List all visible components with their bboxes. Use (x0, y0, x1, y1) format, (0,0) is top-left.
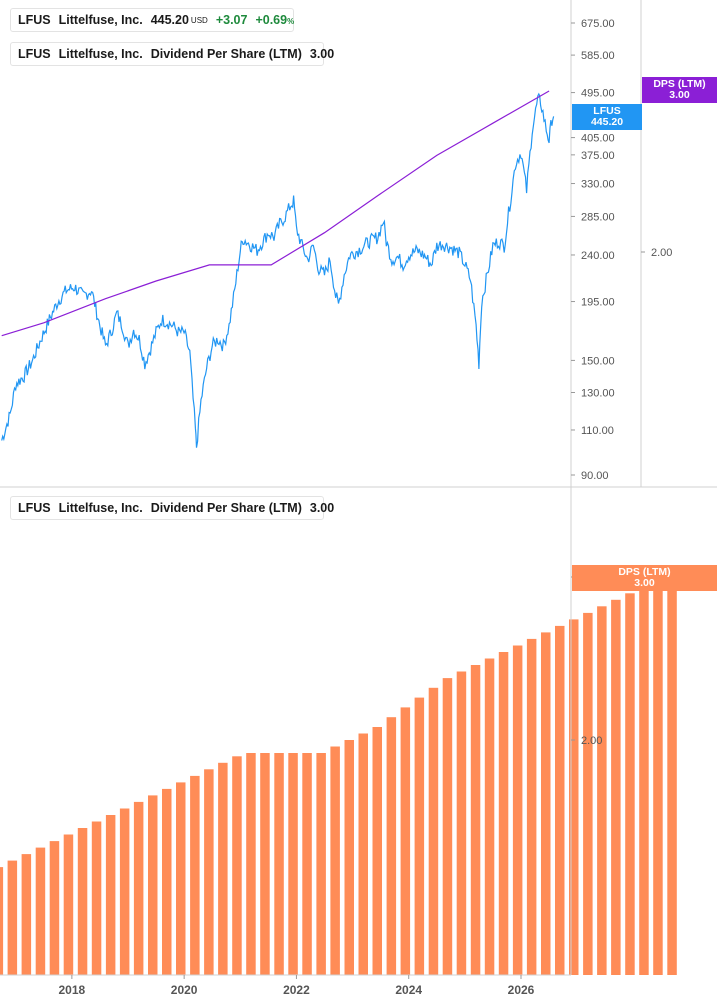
legend-price-currency: USD (190, 15, 208, 25)
dps-bar (246, 753, 256, 975)
dps-top-tag-value: 3.00 (669, 89, 690, 101)
price-y-tick-label: 130.00 (581, 388, 615, 400)
dps-bar (372, 727, 382, 975)
legend-dps-top-metric: Dividend Per Share (LTM) (150, 47, 302, 61)
legend-dps-top[interactable]: LFUS Littelfuse, Inc. Dividend Per Share… (10, 42, 334, 66)
x-tick-label: 2026 (508, 983, 535, 997)
price-y-tick-label: 285.00 (581, 211, 615, 223)
dps-top-tag: DPS (LTM) 3.00 (642, 77, 717, 103)
price-y-tick-label: 110.00 (581, 425, 614, 437)
dps-bar (541, 632, 551, 975)
dps-bar (274, 753, 284, 975)
dps-bar (119, 808, 130, 975)
legend-price-change-pct: +0.69% (255, 13, 295, 27)
dps-bar (105, 815, 116, 975)
legend-dps-bottom-value: 3.00 (309, 501, 335, 515)
dps-bar (49, 841, 60, 975)
dps-bar (77, 828, 88, 975)
dps-bar (330, 746, 340, 975)
dps-bottom-tag: DPS (LTM) 3.00 (572, 565, 717, 591)
price-y-tick-label: 495.00 (581, 88, 615, 100)
dps-bar (162, 788, 172, 975)
price-tag-value: 445.20 (590, 116, 624, 128)
dps-bar (400, 707, 411, 975)
price-y-tick-label: 405.00 (581, 133, 615, 145)
legend-dps-bottom-name: Littelfuse, Inc. (58, 501, 143, 515)
dps-bar (555, 625, 565, 975)
dps-bar (7, 860, 18, 975)
dps-bar (498, 652, 509, 975)
dps-bar (526, 638, 537, 975)
dps-bar (232, 756, 242, 975)
dps-bar (91, 821, 102, 975)
legend-price-change: +3.07 (215, 13, 248, 27)
price-y-tick-label: 195.00 (581, 297, 615, 309)
dps-bar (204, 769, 214, 975)
dps-bar (35, 847, 46, 975)
dps-bar (21, 854, 32, 975)
dps-bar (358, 733, 368, 975)
dps-bottom-tag-label: DPS (LTM) (618, 566, 671, 578)
dps-bar (625, 593, 635, 975)
dps-bar (653, 581, 663, 975)
price-tag-label: LFUS (593, 105, 621, 117)
dps-bar (639, 586, 649, 975)
dps-bar (583, 612, 593, 975)
price-y-tick-label: 150.00 (581, 355, 615, 367)
dps-bar (218, 762, 228, 975)
price-y-tick-label: 90.00 (581, 470, 609, 482)
dps-bar (414, 697, 425, 975)
dps-bar (484, 658, 495, 975)
dps-bar (569, 619, 579, 975)
price-y-tick-label: 585.00 (581, 50, 615, 62)
x-tick-label: 2022 (283, 983, 310, 997)
dps-bar (611, 599, 621, 975)
legend-dps-top-name: Littelfuse, Inc. (58, 47, 143, 61)
dps-bar (302, 753, 312, 975)
legend-price-ticker: LFUS (18, 13, 51, 27)
dps-bar (148, 795, 158, 975)
dps-bar (0, 867, 4, 975)
x-tick-label: 2018 (59, 983, 86, 997)
dps-bar (316, 753, 326, 975)
price-y-tick-label: 375.00 (581, 150, 615, 162)
legend-dps-bottom-metric: Dividend Per Share (LTM) (150, 501, 302, 515)
legend-price-value: 445.20 (150, 13, 189, 27)
x-tick-label: 2024 (395, 983, 422, 997)
price-series-line (1, 92, 555, 448)
dps-bar (470, 665, 481, 975)
dps-bar (512, 645, 523, 975)
dps-top-tag-label: DPS (LTM) (653, 78, 706, 90)
dps-bar (667, 577, 677, 975)
legend-price[interactable]: LFUS Littelfuse, Inc. 445.20 USD +3.07 +… (10, 8, 294, 32)
dps-bar (428, 687, 439, 975)
dps-bar (442, 678, 453, 975)
legend-price-name: Littelfuse, Inc. (58, 13, 143, 27)
dps-bar (133, 801, 144, 975)
dps-bar (190, 775, 200, 975)
dps-bar (597, 606, 607, 975)
bar-y-tick-label: 2.00 (581, 735, 602, 747)
x-tick-label: 2020 (171, 983, 198, 997)
dps-bar (260, 753, 270, 975)
dps-bar (288, 753, 298, 975)
dps-bar (456, 671, 467, 975)
legend-dps-bottom-ticker: LFUS (18, 501, 51, 515)
dps-y-tick-label: 2.00 (651, 247, 672, 259)
price-y-tick-label: 240.00 (581, 250, 615, 262)
price-y-tick-label: 330.00 (581, 179, 615, 191)
legend-dps-bottom[interactable]: LFUS Littelfuse, Inc. Dividend Per Share… (10, 496, 334, 520)
price-tag: LFUS 445.20 (572, 104, 642, 130)
legend-dps-top-value: 3.00 (309, 47, 335, 61)
dps-bar (344, 740, 354, 975)
dps-bar (176, 782, 186, 975)
legend-dps-top-ticker: LFUS (18, 47, 51, 61)
dps-series-line (1, 90, 550, 337)
dps-bar (386, 717, 397, 975)
dps-bottom-tag-value: 3.00 (634, 577, 655, 589)
dps-bar (63, 834, 74, 975)
price-y-tick-label: 675.00 (581, 18, 615, 30)
